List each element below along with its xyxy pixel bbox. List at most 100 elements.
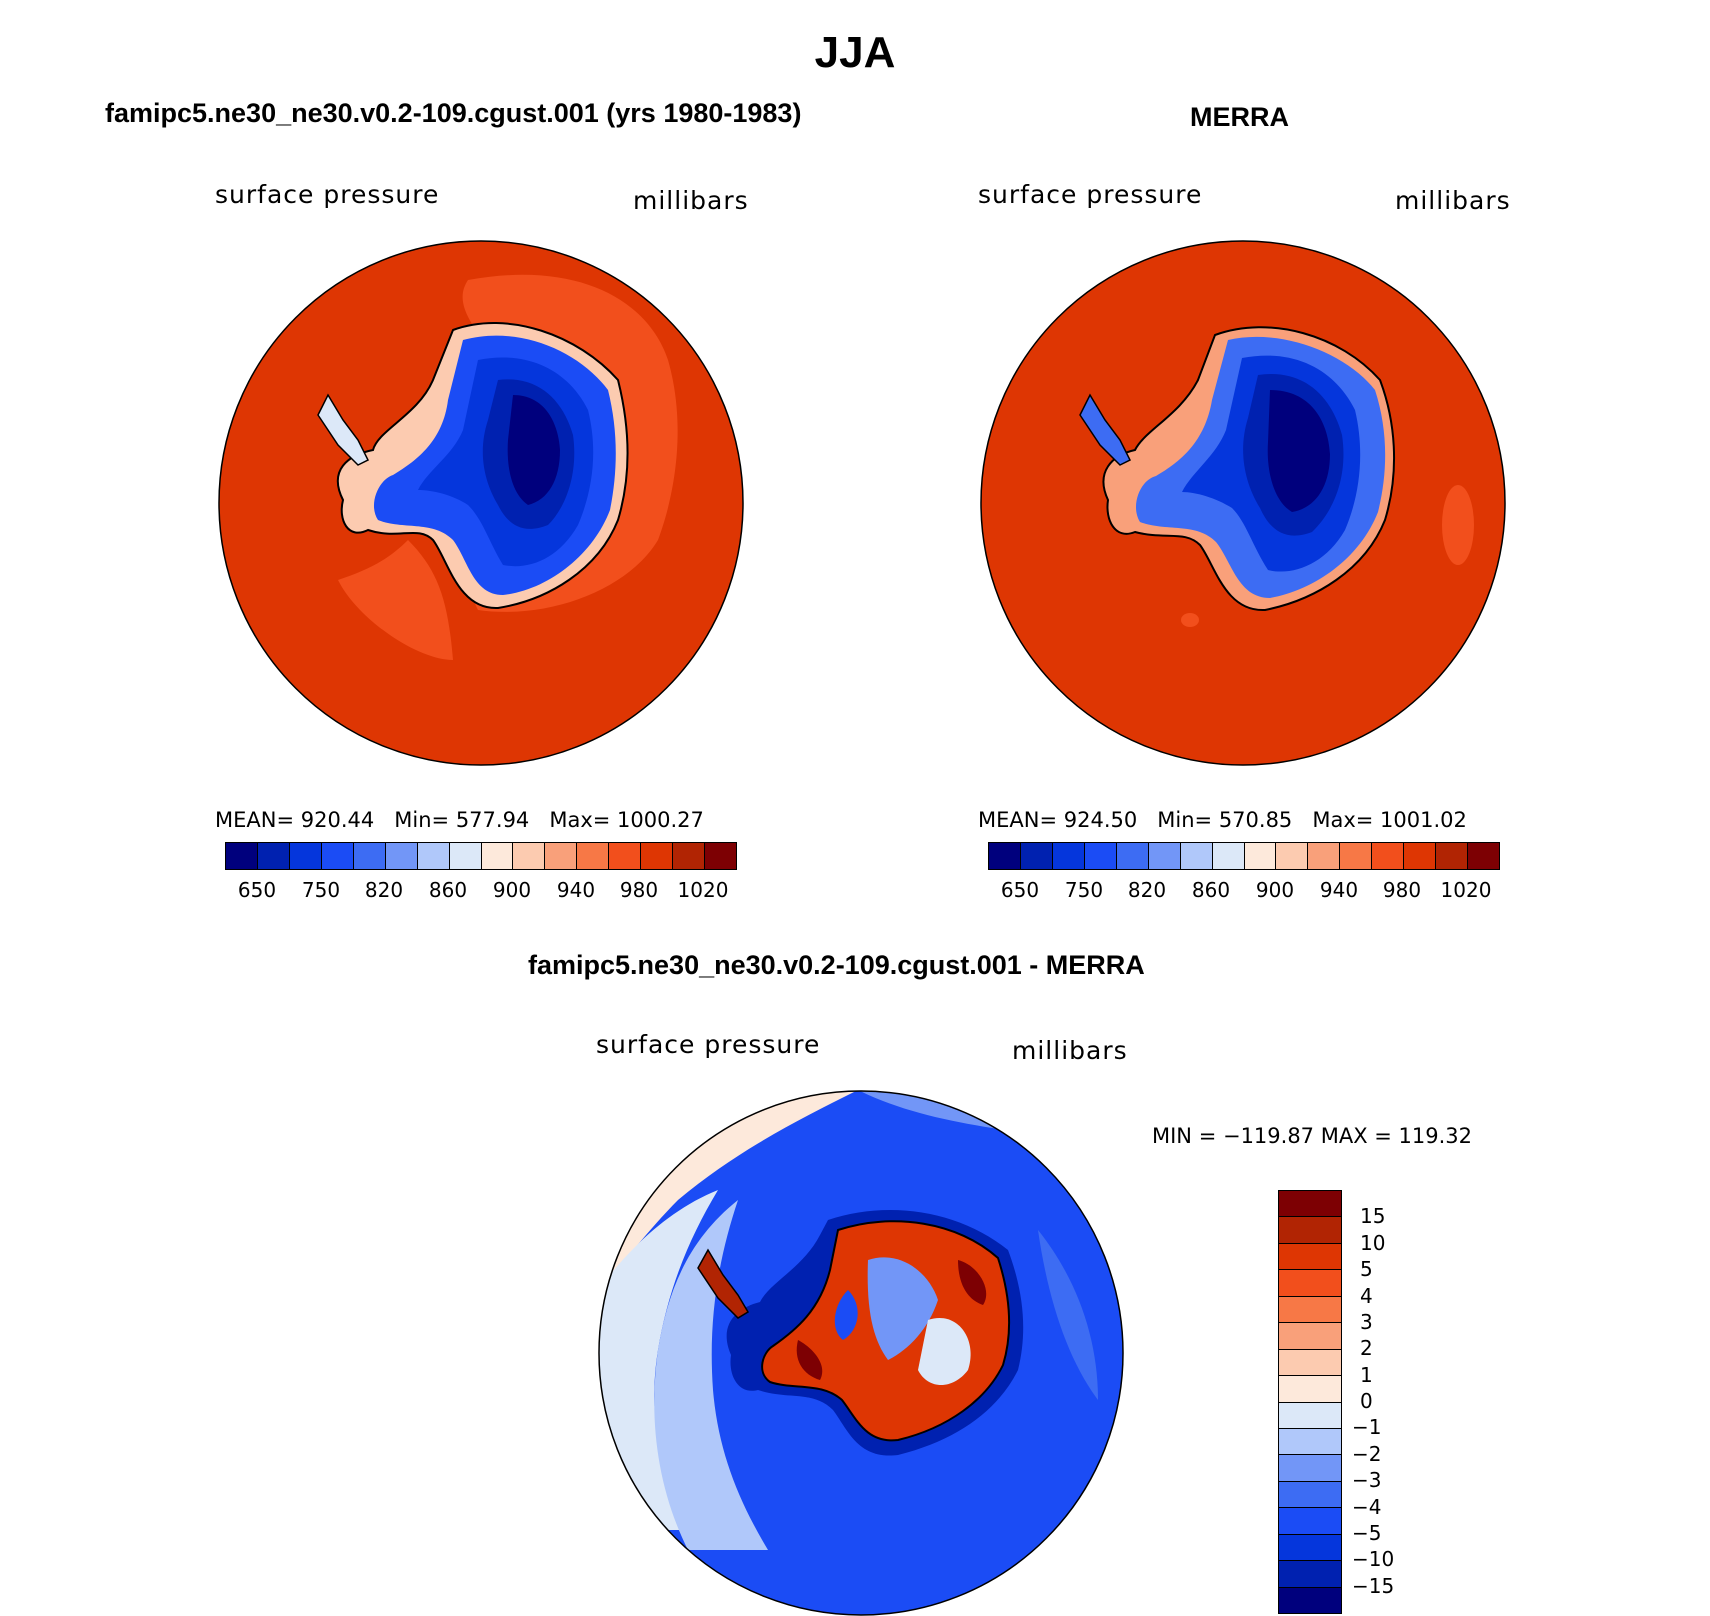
tick-label: −1 bbox=[1352, 1415, 1382, 1440]
diff-map bbox=[598, 1090, 1124, 1616]
colorbar-swatch bbox=[1279, 1455, 1341, 1482]
tick-label: 10 bbox=[1360, 1230, 1386, 1255]
map-boundary bbox=[218, 240, 744, 766]
colorbar-swatch bbox=[1212, 843, 1245, 869]
tick-label: 980 bbox=[619, 878, 659, 902]
colorbar-swatch bbox=[1279, 1270, 1341, 1297]
colorbar-swatch bbox=[1279, 1481, 1341, 1509]
tick-label: −10 bbox=[1352, 1547, 1395, 1572]
colorbar-swatch bbox=[226, 843, 258, 869]
colorbar-swatch bbox=[1279, 1191, 1341, 1218]
colorbar-swatch bbox=[353, 843, 386, 869]
positive-anomaly bbox=[958, 1260, 987, 1305]
colorbar-swatch bbox=[1116, 843, 1149, 869]
colorbar-swatch bbox=[1279, 1561, 1341, 1588]
colorbar-swatch bbox=[321, 843, 354, 869]
colorbar-swatch bbox=[1279, 1296, 1341, 1324]
diff-minmax: MIN = −119.87 MAX = 119.32 bbox=[1152, 1124, 1473, 1148]
colorbar-swatch bbox=[1279, 1376, 1341, 1403]
colorbar-swatch bbox=[1279, 1243, 1341, 1271]
left-mean-value: 920.44 bbox=[300, 808, 375, 832]
colorbar-swatch bbox=[1244, 843, 1277, 869]
high-pressure-region bbox=[1181, 613, 1199, 627]
colorbar-swatch bbox=[1404, 843, 1437, 869]
tick-label: −3 bbox=[1352, 1468, 1382, 1493]
colorbar-swatch bbox=[1084, 843, 1117, 869]
diff-panel-title: famipc5.ne30_ne30.v0.2-109.cgust.001 - M… bbox=[528, 950, 1145, 980]
negative-region bbox=[1038, 1230, 1098, 1400]
tick-label: 4 bbox=[1360, 1283, 1373, 1308]
left-panel-title: famipc5.ne30_ne30.v0.2-109.cgust.001 (yr… bbox=[105, 98, 802, 128]
tick-label: 900 bbox=[1255, 878, 1295, 902]
diff-variable-label: surface pressure bbox=[596, 1030, 821, 1059]
colorbar-swatch bbox=[1340, 843, 1373, 869]
tick-label: 2 bbox=[1360, 1336, 1373, 1361]
near-zero-region bbox=[599, 1190, 718, 1530]
tick-label: 900 bbox=[492, 878, 532, 902]
diff-colorbar bbox=[1278, 1190, 1342, 1614]
right-map bbox=[980, 240, 1506, 766]
tick-label: 860 bbox=[1191, 878, 1231, 902]
tick-label: 15 bbox=[1360, 1204, 1386, 1229]
tick-label: 5 bbox=[1360, 1257, 1373, 1282]
colorbar-swatch bbox=[989, 843, 1021, 869]
colorbar-swatch bbox=[609, 843, 642, 869]
high-pressure-region bbox=[1442, 485, 1474, 565]
tick-label: 860 bbox=[428, 878, 468, 902]
colorbar-swatch bbox=[577, 843, 610, 869]
colorbar-swatch bbox=[1279, 1349, 1341, 1377]
tick-label: 1020 bbox=[677, 878, 729, 902]
colorbar-swatch bbox=[257, 843, 290, 869]
tick-label: 3 bbox=[1360, 1309, 1373, 1334]
left-stats: MEAN= 920.44 Min= 577.94 Max= 1000.27 bbox=[215, 808, 704, 832]
colorbar-swatch bbox=[1276, 843, 1309, 869]
right-units-label: millibars bbox=[1395, 186, 1511, 215]
colorbar-swatch bbox=[1279, 1587, 1341, 1613]
tick-label: 980 bbox=[1382, 878, 1422, 902]
colorbar-swatch bbox=[1052, 843, 1085, 869]
colorbar-swatch bbox=[1180, 843, 1213, 869]
ice-sheet-contour bbox=[1267, 390, 1330, 512]
colorbar-swatch bbox=[1279, 1508, 1341, 1535]
colorbar-swatch bbox=[1279, 1402, 1341, 1429]
negative-region bbox=[654, 1200, 768, 1550]
colorbar-swatch bbox=[481, 843, 514, 869]
tick-label: 750 bbox=[1064, 878, 1104, 902]
tick-label: −5 bbox=[1352, 1520, 1382, 1545]
colorbar-swatch bbox=[1279, 1217, 1341, 1244]
diff-units-label: millibars bbox=[1012, 1036, 1128, 1065]
colorbar-swatch bbox=[385, 843, 418, 869]
diff-colorbar-ticks: 15 10 5 4 3 2 1 0 −1 −2 −3 −4 −5 −10 −15 bbox=[1352, 1190, 1412, 1612]
colorbar-swatch bbox=[1436, 843, 1469, 869]
colorbar-swatch bbox=[449, 843, 482, 869]
tick-label: −2 bbox=[1352, 1441, 1382, 1466]
tick-label: 750 bbox=[301, 878, 341, 902]
tick-label: 940 bbox=[556, 878, 596, 902]
left-max-value: 1000.27 bbox=[617, 808, 704, 832]
colorbar-swatch bbox=[1279, 1428, 1341, 1456]
colorbar-swatch bbox=[1020, 843, 1053, 869]
antarctic-peninsula bbox=[317, 393, 370, 466]
tick-label: 1 bbox=[1360, 1362, 1373, 1387]
tick-label: 820 bbox=[1127, 878, 1167, 902]
tick-label: 0 bbox=[1360, 1389, 1373, 1413]
tick-label: 820 bbox=[364, 878, 404, 902]
antarctic-peninsula bbox=[1079, 393, 1132, 466]
colorbar-swatch bbox=[417, 843, 450, 869]
right-variable-label: surface pressure bbox=[978, 180, 1203, 209]
colorbar-swatch bbox=[705, 843, 736, 869]
colorbar-swatch bbox=[1308, 843, 1341, 869]
colorbar-swatch bbox=[1372, 843, 1405, 869]
left-units-label: millibars bbox=[633, 186, 749, 215]
colorbar-swatch bbox=[513, 843, 546, 869]
positive-anomaly bbox=[796, 1340, 823, 1380]
colorbar-swatch bbox=[1279, 1323, 1341, 1350]
near-zero-anomaly bbox=[918, 1318, 971, 1385]
tick-label: 650 bbox=[1000, 878, 1040, 902]
right-stats: MEAN= 924.50 Min= 570.85 Max= 1001.02 bbox=[978, 808, 1467, 832]
tick-label: 940 bbox=[1319, 878, 1359, 902]
colorbar-swatch bbox=[641, 843, 674, 869]
tick-label: 1020 bbox=[1440, 878, 1492, 902]
tick-label: −4 bbox=[1352, 1494, 1382, 1519]
negative-anomaly bbox=[834, 1290, 858, 1340]
